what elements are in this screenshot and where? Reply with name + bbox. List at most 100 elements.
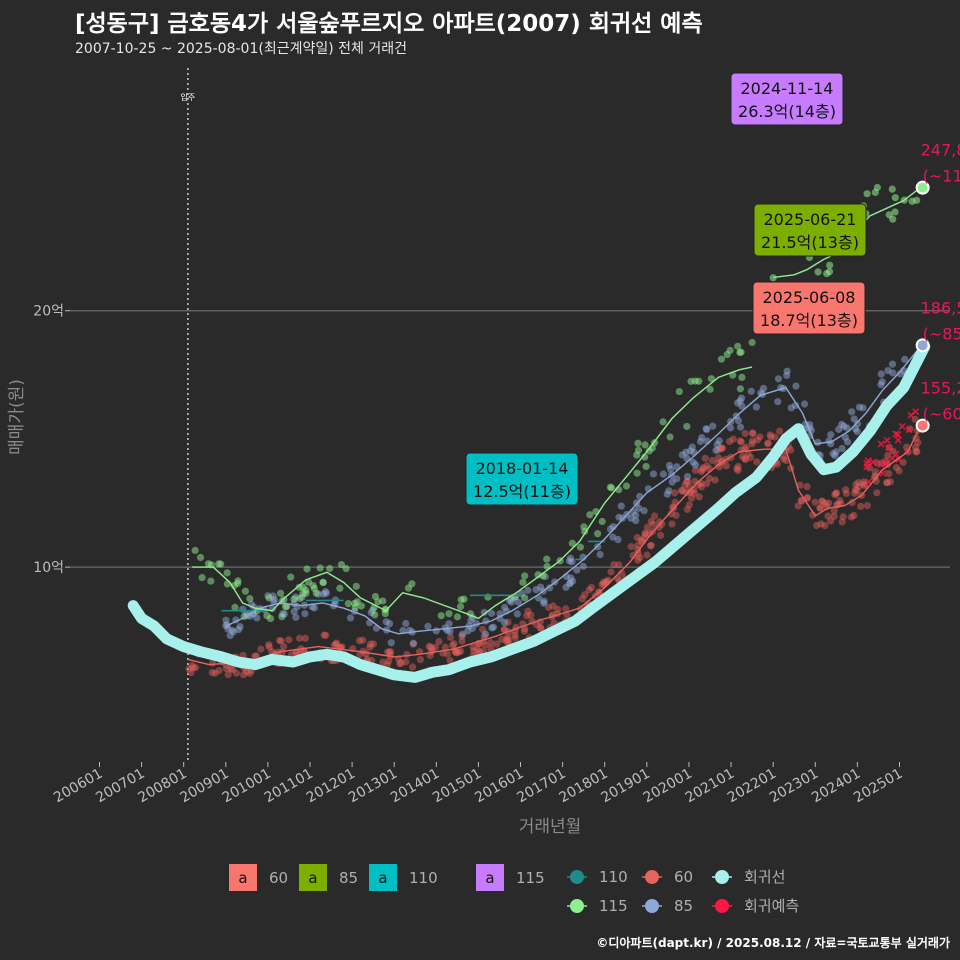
scatter-point (596, 550, 604, 559)
scatter-point (469, 643, 477, 651)
legend-dot (715, 899, 729, 913)
scatter-point (655, 523, 663, 532)
scatter-point (718, 444, 726, 452)
scatter-point (431, 643, 440, 651)
scatter-point (665, 461, 674, 469)
scatter-point (725, 437, 734, 446)
scatter-point (853, 487, 861, 495)
scatter-point (191, 546, 199, 554)
scatter-point (549, 602, 557, 610)
scatter-point (737, 394, 746, 402)
chart-subtitle: 2007-10-25 ~ 2025-08-01(최근계약일) 전체 거래건 (75, 41, 407, 57)
scatter-point (208, 668, 216, 677)
scatter-point (399, 626, 407, 635)
scatter-point (332, 639, 341, 647)
scatter-point (594, 530, 602, 538)
annotation-rect (752, 281, 866, 335)
scatter-point (816, 504, 824, 512)
scatter-point (637, 536, 645, 544)
scatter-point (536, 583, 545, 591)
scatter-point (387, 648, 395, 656)
scatter-point (736, 385, 744, 393)
scatter-point (481, 641, 489, 649)
scatter-point (842, 486, 850, 494)
scatter-point (854, 479, 863, 487)
scatter-point (714, 459, 722, 467)
scatter-point (809, 511, 817, 519)
scatter-point (342, 564, 350, 573)
annotation-price: 26.3억(14층) (738, 102, 836, 121)
scatter-point (481, 630, 490, 638)
x-tick-label: 202501 (851, 766, 905, 807)
scatter-point (215, 666, 223, 675)
scatter-point (511, 631, 519, 639)
scatter-point (537, 624, 545, 633)
scatter-point (470, 647, 478, 655)
scatter-point (521, 594, 529, 602)
scatter-point (873, 489, 881, 497)
scatter-point (594, 543, 602, 551)
scatter-point (223, 569, 231, 577)
scatter-point (387, 639, 395, 647)
scatter-point (408, 580, 416, 588)
scatter-point (437, 612, 445, 620)
scatter-point (295, 583, 303, 591)
scatter-point (677, 486, 686, 494)
scatter-point (634, 556, 642, 564)
annotation-rect (730, 72, 844, 126)
scatter-point (282, 603, 290, 611)
scatter-point (855, 483, 863, 491)
scatter-point (185, 665, 193, 673)
legend-area-label: 110 (409, 869, 438, 887)
scatter-point (366, 643, 374, 651)
scatter-point (457, 596, 465, 604)
scatter-point (717, 355, 726, 363)
scatter-point (863, 502, 871, 510)
scatter-point (698, 466, 707, 474)
scatter-point (231, 603, 239, 612)
scatter-point (749, 429, 757, 438)
scatter-point (578, 595, 586, 603)
scatter-point (685, 482, 693, 491)
scatter-point (852, 480, 860, 489)
scatter-point (797, 496, 805, 504)
scatter-point (562, 605, 570, 613)
legend-swatch (476, 864, 504, 891)
legend-area-item: a 110 (369, 864, 438, 891)
scatter-point (888, 185, 896, 193)
scatter-point (457, 647, 465, 655)
scatter-point (385, 620, 394, 628)
scatter-point (458, 637, 466, 645)
scatter-point (706, 385, 714, 393)
scatter-point (303, 565, 311, 573)
scatter-point (884, 366, 892, 375)
scatter-point (446, 627, 454, 636)
scatter-point (779, 455, 787, 463)
prediction-mark (882, 459, 890, 467)
scatter-point (641, 441, 649, 449)
scatter-point (748, 440, 756, 448)
scatter-point (641, 453, 649, 461)
scatter-point (296, 594, 304, 603)
scatter-point (853, 420, 862, 428)
scatter-point (622, 482, 631, 490)
scatter-point (836, 496, 844, 505)
scatter-point (585, 586, 593, 594)
scatter-point (607, 568, 615, 576)
scatter-point (736, 423, 745, 431)
scatter-point (643, 523, 651, 531)
scatter-point (832, 489, 841, 497)
prediction-mark (894, 430, 902, 439)
scatter-point (276, 589, 285, 597)
scatter-point (252, 652, 261, 660)
scatter-point (346, 614, 355, 622)
prediction-mark (863, 459, 871, 467)
scatter-point (726, 424, 735, 432)
legend-swatch-glyph: a (485, 869, 494, 887)
scatter-point (914, 439, 922, 447)
scatter-point (524, 607, 532, 615)
scatter-point (753, 436, 762, 444)
scatter-point (742, 443, 750, 451)
scatter-point (912, 443, 920, 451)
legend-swatch-glyph: a (238, 869, 247, 887)
